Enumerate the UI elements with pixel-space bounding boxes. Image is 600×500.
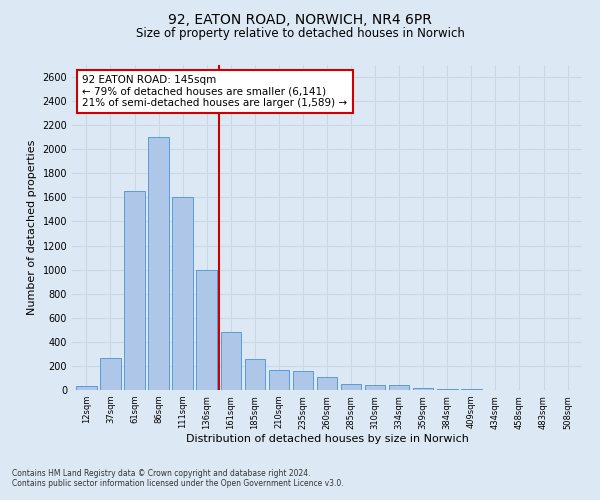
- Bar: [148, 137, 169, 390]
- Text: 92, EATON ROAD, NORWICH, NR4 6PR: 92, EATON ROAD, NORWICH, NR4 6PR: [168, 12, 432, 26]
- Bar: [172, 198, 193, 390]
- Bar: [341, 384, 361, 390]
- Text: Contains HM Land Registry data © Crown copyright and database right 2024.: Contains HM Land Registry data © Crown c…: [12, 468, 311, 477]
- Bar: [245, 358, 265, 390]
- Text: Contains public sector information licensed under the Open Government Licence v3: Contains public sector information licen…: [12, 478, 344, 488]
- Text: 92 EATON ROAD: 145sqm
← 79% of detached houses are smaller (6,141)
21% of semi-d: 92 EATON ROAD: 145sqm ← 79% of detached …: [82, 74, 347, 108]
- Bar: [269, 370, 289, 390]
- X-axis label: Distribution of detached houses by size in Norwich: Distribution of detached houses by size …: [185, 434, 469, 444]
- Bar: [100, 358, 121, 390]
- Text: Size of property relative to detached houses in Norwich: Size of property relative to detached ho…: [136, 28, 464, 40]
- Bar: [221, 332, 241, 390]
- Y-axis label: Number of detached properties: Number of detached properties: [27, 140, 37, 315]
- Bar: [293, 372, 313, 390]
- Bar: [317, 377, 337, 390]
- Bar: [365, 384, 385, 390]
- Bar: [437, 389, 458, 390]
- Bar: [196, 270, 217, 390]
- Bar: [124, 192, 145, 390]
- Bar: [413, 388, 433, 390]
- Bar: [76, 386, 97, 390]
- Bar: [389, 385, 409, 390]
